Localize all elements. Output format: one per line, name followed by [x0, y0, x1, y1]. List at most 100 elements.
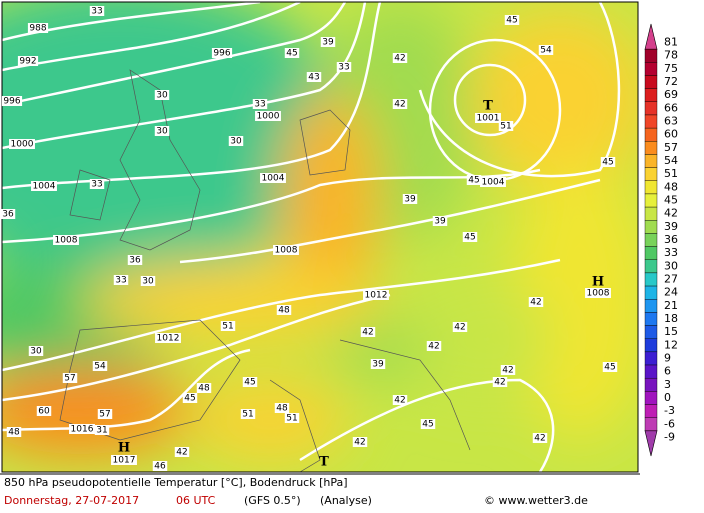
legend-swatch — [644, 364, 658, 379]
temperature-label: 51 — [286, 414, 297, 424]
legend-value: 9 — [664, 351, 671, 364]
pressure-label: 988 — [29, 24, 46, 34]
temperature-label-box — [466, 175, 482, 185]
map-field — [2, 2, 638, 472]
pressure-label: 1012 — [157, 334, 180, 344]
legend-swatch — [644, 220, 658, 234]
temperature-label-box — [432, 216, 448, 226]
pressure-label: 1000 — [11, 140, 34, 150]
temperature-label: 48 — [8, 428, 20, 438]
legend-value: 60 — [664, 128, 678, 141]
pressure-label-box — [255, 111, 281, 121]
temperature-label-box — [532, 433, 548, 443]
temperature-label-box — [113, 275, 129, 285]
temperature-label: 45 — [604, 363, 615, 373]
temperature-label-box — [402, 194, 418, 204]
legend-swatch — [644, 114, 658, 129]
pressure-label: 1001 — [477, 114, 500, 124]
temperature-label-box — [127, 255, 143, 265]
pressure-label-box — [480, 177, 506, 187]
temperature-label: 45 — [464, 233, 475, 243]
temperature-label: 45 — [422, 420, 433, 430]
temperature-label: 33 — [91, 7, 102, 17]
temperature-label-box — [97, 409, 113, 419]
temperature-label-box — [36, 406, 52, 416]
temperature-label: 39 — [322, 38, 334, 48]
pressure-label-box — [111, 455, 137, 465]
temperature-label-box — [528, 297, 544, 307]
temperature-label-box — [600, 157, 616, 167]
temperature-label-box — [392, 53, 408, 63]
temperature-label-box — [420, 419, 436, 429]
legend-value: 72 — [664, 75, 678, 88]
pressure-label-box — [53, 235, 79, 245]
temperature-label: 57 — [99, 410, 110, 420]
temperature-label: 33 — [115, 276, 126, 286]
legend-value: 30 — [664, 259, 678, 272]
temperature-label-box — [154, 90, 170, 100]
temperature-label: 57 — [64, 374, 75, 384]
temperature-label: 60 — [38, 407, 50, 417]
legend-swatch — [644, 272, 658, 287]
temperature-label: 36 — [2, 210, 14, 220]
temperature-label: 33 — [338, 63, 349, 73]
temperature-label: 43 — [308, 73, 319, 83]
pressure-label: 1016 — [71, 425, 94, 435]
temperature-label-box — [220, 321, 236, 331]
legend-swatch — [644, 285, 658, 300]
temperature-label: 48 — [276, 404, 288, 414]
pressure-label: 1012 — [365, 291, 388, 301]
temperature-label: 45 — [602, 158, 613, 168]
pressure-label: 1008 — [275, 246, 298, 256]
temperature-label-box — [498, 121, 514, 131]
temperature-label-box — [228, 136, 244, 146]
temperature-label-box — [500, 365, 516, 375]
temperature-label-box — [252, 99, 268, 109]
temperature-label: 42 — [534, 434, 545, 444]
legend-value: 27 — [664, 272, 678, 285]
legend-value: 36 — [664, 233, 678, 246]
legend-value: 6 — [664, 365, 671, 378]
legend-value: 57 — [664, 141, 678, 154]
pressure-label-box — [1, 96, 23, 106]
legend-swatch — [644, 351, 658, 366]
legend-value: 24 — [664, 286, 678, 299]
legend-swatch — [644, 193, 658, 208]
temperature-label-box — [492, 377, 508, 387]
pressure-label-box — [475, 113, 501, 123]
temperature-label: 45 — [468, 176, 479, 186]
pressure-label: 1017 — [113, 456, 136, 466]
legend-value: 21 — [664, 299, 678, 312]
pressure-center: T — [483, 99, 493, 114]
temperature-label: 45 — [506, 16, 517, 26]
temperature-label-box — [538, 45, 554, 55]
temperature-label-box — [602, 362, 618, 372]
legend-swatch — [644, 180, 658, 195]
legend-value: 0 — [664, 391, 671, 404]
legend-value: 66 — [664, 101, 678, 114]
temperature-label-box — [182, 393, 198, 403]
legend-swatch — [644, 48, 658, 63]
temperature-label-box — [94, 425, 110, 435]
temperature-label: 54 — [540, 46, 552, 56]
legend-value: 18 — [664, 312, 678, 325]
legend-value: 48 — [664, 180, 678, 193]
temperature-label-box — [6, 427, 22, 437]
legend-value: 63 — [664, 115, 678, 128]
temperature-label-box — [196, 383, 212, 393]
legend-value: -9 — [664, 430, 675, 443]
footer-model: (GFS 0.5°) — [244, 494, 301, 507]
temperature-label-box — [504, 15, 520, 25]
legend-swatch — [644, 246, 658, 260]
temperature-label: 30 — [230, 137, 242, 147]
temperature-label-box — [352, 437, 368, 447]
temperature-label: 42 — [176, 448, 187, 458]
legend-value: -6 — [664, 417, 675, 430]
color-legend: 8178757269666360575451484542393633302724… — [644, 23, 678, 457]
legend-swatch — [644, 338, 658, 353]
temperature-label-box — [89, 6, 105, 16]
pressure-label-box — [9, 139, 35, 149]
temperature-label-box — [62, 373, 78, 383]
temperature-label: 42 — [394, 54, 405, 64]
legend-swatch — [644, 391, 658, 405]
